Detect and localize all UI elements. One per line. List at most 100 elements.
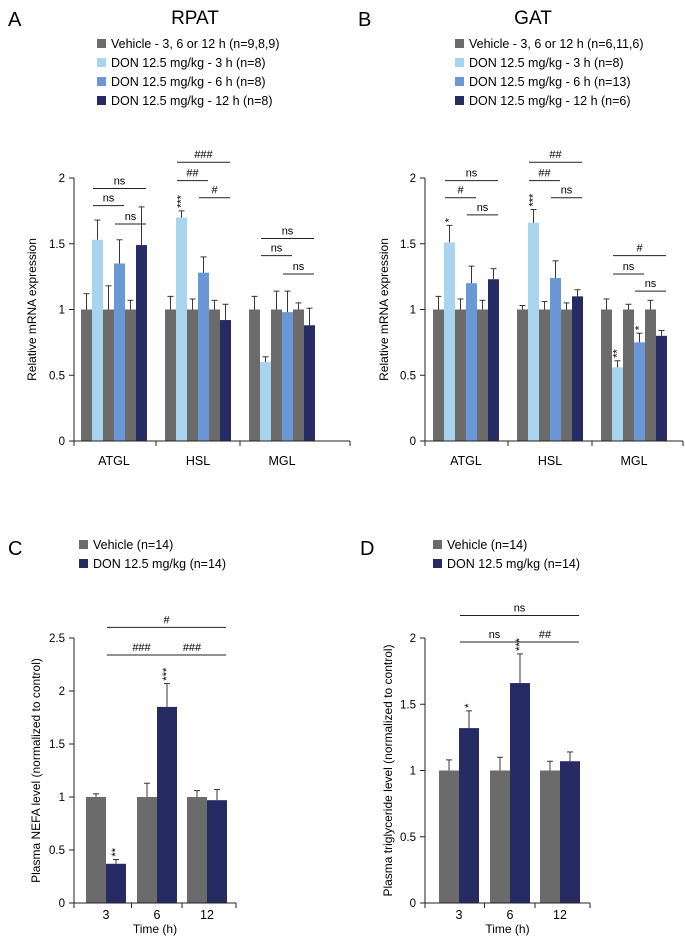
bar <box>282 312 293 441</box>
legend-swatch <box>433 559 442 568</box>
x-tick-label: ATGL <box>450 454 482 468</box>
x-tick-label: 6 <box>507 908 514 922</box>
significance-star: *** <box>514 637 526 651</box>
y-tick-label: 1 <box>59 792 65 804</box>
bar <box>137 797 157 903</box>
x-tick-label: HSL <box>538 454 562 468</box>
bar <box>488 279 499 441</box>
bar <box>560 761 580 903</box>
comparison-label: ## <box>549 149 562 161</box>
comparison-label: ns <box>282 225 294 237</box>
bar <box>490 770 510 903</box>
legend-label: DON 12.5 mg/kg - 3 h (n=8) <box>469 56 624 70</box>
x-tick-label: HSL <box>186 454 210 468</box>
panel-letter: D <box>360 538 374 560</box>
comparison-label: ns <box>271 243 283 255</box>
significance-star: * <box>463 703 475 708</box>
legend-label: Vehicle (n=14) <box>93 538 173 552</box>
legend-label: Vehicle (n=14) <box>447 538 527 552</box>
bar <box>81 309 92 441</box>
legend-swatch <box>97 58 106 67</box>
bar <box>466 283 477 441</box>
y-tick-label: 2 <box>59 686 65 698</box>
chart-title: RPAT <box>171 8 219 29</box>
x-tick-label: 3 <box>103 908 110 922</box>
bar <box>623 309 634 441</box>
bar <box>433 309 444 441</box>
legend-label: DON 12.5 mg/kg - 6 h (n=13) <box>469 75 631 89</box>
y-tick-label: 1.5 <box>49 239 65 251</box>
comparison-label: # <box>636 243 643 255</box>
legend-swatch <box>455 96 464 105</box>
comparison-label: ns <box>561 185 573 197</box>
panel-c: C Vehicle (n=14)DON 12.5 mg/kg (n=14)****… <box>8 538 237 936</box>
bar <box>601 309 612 441</box>
comparison-label: ns <box>623 261 635 273</box>
panel-letter: C <box>8 538 22 560</box>
legend-label: DON 12.5 mg/kg - 6 h (n=8) <box>111 75 266 89</box>
significance-star: * <box>444 217 456 222</box>
x-axis-label: Time (h) <box>133 922 177 936</box>
bar <box>561 309 572 441</box>
bar <box>157 706 177 903</box>
legend-swatch <box>455 39 464 48</box>
y-axis-label: Plasma NEFA level (normalized to control… <box>29 658 43 883</box>
bar <box>612 367 623 441</box>
bar <box>645 309 656 441</box>
comparison-label: ns <box>125 211 137 223</box>
significance-star: * <box>634 325 646 330</box>
chart-title: GAT <box>514 8 552 29</box>
comparison-label: ## <box>539 629 552 641</box>
y-tick-label: 2 <box>59 173 65 185</box>
x-tick-label: MGL <box>268 454 295 468</box>
comparison-label: ns <box>293 261 305 273</box>
bar <box>540 770 560 903</box>
significance-star: *** <box>161 667 173 681</box>
bar <box>209 309 220 441</box>
y-tick-label: 1.5 <box>400 239 416 251</box>
comparison-label: ## <box>538 168 551 180</box>
y-tick-label: 0 <box>410 436 416 448</box>
y-axis-label: Relative mRNA expression <box>25 238 39 381</box>
bar <box>187 797 207 903</box>
panel-b: B GAT Vehicle - 3, 6 or 12 h (n=6,11,6) DON… <box>358 8 684 468</box>
legend-swatch <box>433 540 442 549</box>
legend-swatch <box>97 77 106 86</box>
bar <box>550 277 561 441</box>
bar <box>539 309 550 441</box>
x-tick-label: 3 <box>456 908 463 922</box>
legend-swatch <box>97 96 106 105</box>
bar <box>293 309 304 441</box>
legend-label: DON 12.5 mg/kg - 12 h (n=8) <box>111 94 273 108</box>
bar <box>510 683 530 903</box>
y-axis-label: Relative mRNA expression <box>377 238 391 381</box>
x-tick-label: 6 <box>154 908 161 922</box>
bar <box>517 309 528 441</box>
legend-label: DON 12.5 mg/kg - 12 h (n=6) <box>469 94 631 108</box>
comparison-label: ### <box>132 642 151 654</box>
bar <box>271 309 282 441</box>
x-tick-label: MGL <box>620 454 647 468</box>
y-tick-label: 2 <box>410 173 416 185</box>
bar <box>528 222 539 441</box>
y-tick-label: 2.5 <box>49 633 65 645</box>
bar <box>477 309 488 441</box>
y-tick-label: 1.5 <box>400 699 416 711</box>
panel-d: D Vehicle (n=14)DON 12.5 mg/kg (n=14)****… <box>360 538 591 936</box>
bar <box>198 272 209 441</box>
bar <box>106 863 126 903</box>
comparison-label: # <box>457 185 464 197</box>
y-tick-label: 1.5 <box>49 739 65 751</box>
bar <box>220 320 231 441</box>
significance-star: ** <box>110 847 122 856</box>
legend-label: Vehicle - 3, 6 or 12 h (n=6,11,6) <box>469 37 644 51</box>
panel-letter: B <box>358 9 371 31</box>
y-axis-label: Plasma triglyceride level (normalized to… <box>381 644 395 896</box>
bar <box>304 325 315 441</box>
comparison-label: ns <box>477 202 489 214</box>
legend-label: DON 12.5 mg/kg - 3 h (n=8) <box>111 56 266 70</box>
y-tick-label: 0 <box>59 898 65 910</box>
legend-swatch <box>79 559 88 568</box>
significance-star: *** <box>528 193 540 207</box>
